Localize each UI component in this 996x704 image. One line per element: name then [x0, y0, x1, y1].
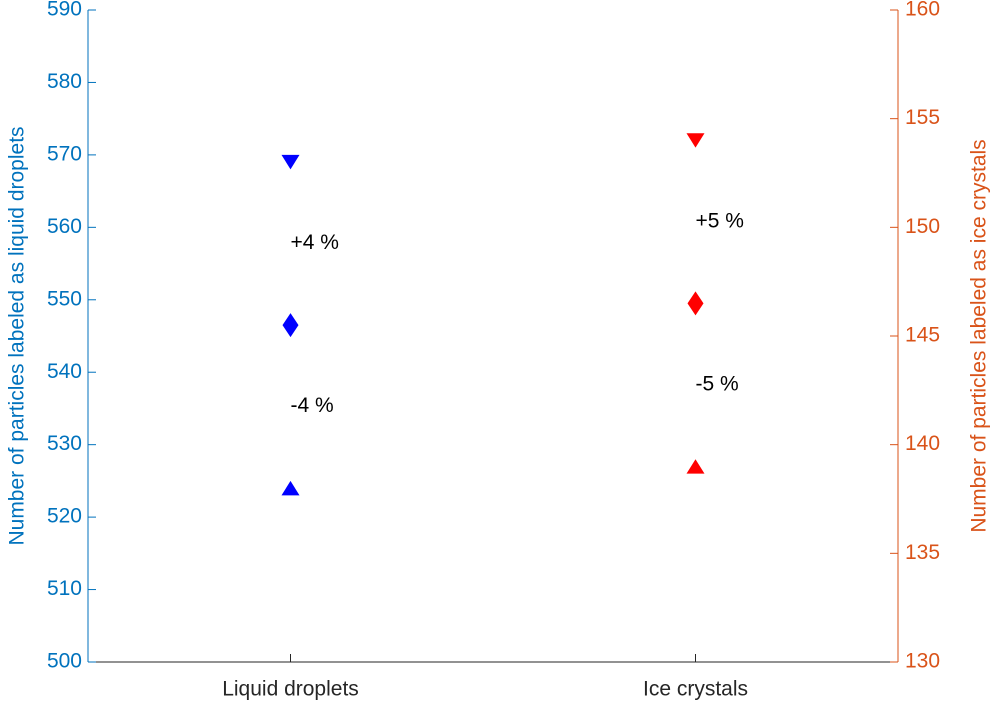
marker — [281, 480, 300, 496]
marker — [686, 459, 705, 474]
marker — [281, 154, 300, 170]
x-tick-label: Ice crystals — [643, 678, 748, 701]
annotation: -4 % — [291, 394, 334, 417]
y2-tick-label: 150 — [905, 215, 940, 238]
x-tick-label: Liquid droplets — [222, 678, 359, 701]
annotation: -5 % — [696, 372, 739, 395]
y-tick-label: 560 — [47, 215, 82, 238]
y-tick-label: 570 — [47, 142, 82, 165]
y2-tick-label: 135 — [905, 541, 940, 564]
y-tick-label: 530 — [47, 432, 82, 455]
annotation: +4 % — [291, 231, 339, 254]
y2-axis-label: Number of particles labeled as ice cryst… — [968, 139, 991, 532]
marker — [687, 291, 704, 316]
y-tick-label: 500 — [47, 650, 82, 673]
y2-tick-label: 155 — [905, 106, 940, 129]
marker — [282, 313, 299, 338]
y2-tick-label: 160 — [905, 0, 940, 21]
annotation: +5 % — [696, 209, 744, 232]
y-tick-label: 540 — [47, 360, 82, 383]
y-tick-label: 590 — [47, 0, 82, 21]
y2-tick-label: 130 — [905, 650, 940, 673]
y-axis-label: Number of particles labeled as liquid dr… — [6, 126, 29, 545]
y2-tick-label: 140 — [905, 432, 940, 455]
y-tick-label: 520 — [47, 505, 82, 528]
marker — [686, 133, 705, 148]
y-tick-label: 580 — [47, 70, 82, 93]
y2-tick-label: 145 — [905, 324, 940, 347]
y-tick-label: 510 — [47, 577, 82, 600]
y-tick-label: 550 — [47, 287, 82, 310]
